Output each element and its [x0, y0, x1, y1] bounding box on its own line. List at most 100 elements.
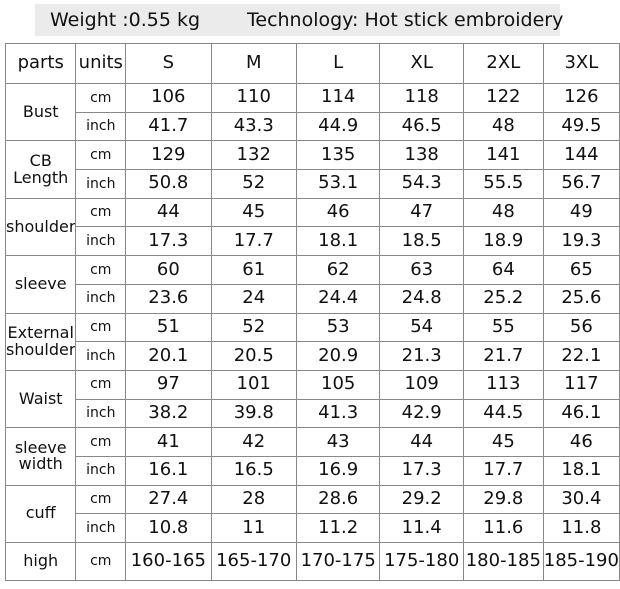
value-cell: 18.1 — [542, 455, 620, 486]
value-cell: 175-180 — [379, 542, 464, 581]
value-cell: 135 — [295, 140, 381, 171]
value-cell: 44 — [125, 197, 212, 228]
unit-cell: cm — [75, 83, 127, 113]
value-cell: 11.8 — [542, 513, 620, 543]
value-cell: 18.9 — [462, 226, 544, 257]
value-cell: 45 — [210, 197, 297, 228]
part-cell: sleeve width — [4, 427, 77, 486]
value-cell: 105 — [295, 369, 381, 400]
value-cell: 56 — [542, 312, 620, 343]
value-cell: 21.7 — [462, 341, 544, 371]
row: inch 20.1 20.5 20.9 21.3 21.7 22.1 — [6, 341, 620, 371]
unit-cell: inch — [75, 341, 127, 371]
value-cell: 49.5 — [542, 111, 620, 142]
value-cell: 54 — [379, 312, 464, 343]
part-cell: Waist — [4, 369, 77, 429]
unit-cell: cm — [75, 140, 127, 171]
value-cell: 63 — [379, 255, 464, 285]
value-cell: 23.6 — [125, 283, 212, 314]
column-header: 2XL — [462, 43, 544, 84]
value-cell: 53.1 — [295, 169, 381, 199]
value-cell: 21.3 — [379, 341, 464, 371]
value-cell: 18.1 — [295, 226, 381, 257]
value-cell: 61 — [210, 255, 297, 285]
value-cell: 52 — [210, 169, 297, 199]
value-cell: 46 — [295, 197, 381, 228]
value-cell: 50.8 — [125, 169, 212, 199]
value-cell: 19.3 — [542, 226, 620, 257]
header-bar: Weight :0.55 kg Technology: Hot stick em… — [35, 4, 563, 36]
unit-cell: cm — [75, 427, 127, 457]
value-cell: 29.8 — [462, 484, 544, 515]
value-cell: 25.6 — [542, 283, 620, 314]
value-cell: 11.2 — [295, 513, 381, 543]
value-cell: 64 — [462, 255, 544, 285]
value-cell: 114 — [295, 83, 381, 113]
value-cell: 51 — [125, 312, 212, 343]
row: Waist cm 97 101 105 109 113 117 — [4, 369, 620, 429]
value-cell: 43 — [295, 427, 381, 457]
value-cell: 126 — [542, 83, 620, 113]
value-cell: 47 — [379, 197, 464, 228]
value-cell: 11 — [210, 513, 297, 543]
column-header: S — [125, 43, 212, 84]
value-cell: 10.8 — [125, 513, 212, 543]
part-cell: high — [4, 542, 77, 581]
row: inch 41.7 43.3 44.9 46.5 48 49.5 — [6, 111, 620, 142]
value-cell: 24.4 — [295, 283, 381, 314]
value-cell: 101 — [210, 369, 297, 400]
value-cell: 41 — [125, 427, 212, 457]
row: shoulder cm 44 45 46 47 48 49 — [4, 197, 620, 257]
value-cell: 117 — [542, 369, 620, 400]
column-header: 3XL — [542, 43, 620, 84]
header-row: parts units S M L XL 2XL 3XL — [4, 43, 620, 84]
row: inch 38.2 39.8 41.3 42.9 44.5 46.1 — [6, 398, 620, 429]
unit-cell: inch — [75, 455, 127, 486]
value-cell: 60 — [125, 255, 212, 285]
value-cell: 17.7 — [462, 455, 544, 486]
value-cell: 44.9 — [295, 111, 381, 142]
value-cell: 17.3 — [125, 226, 212, 257]
value-cell: 49 — [542, 197, 620, 228]
value-cell: 41.3 — [295, 398, 381, 429]
part-cell: sleeve — [4, 255, 77, 314]
value-cell: 97 — [125, 369, 212, 400]
row: cuff cm 27.4 28 28.6 29.2 29.8 30.4 — [4, 484, 620, 544]
row: inch 23.6 24 24.4 24.8 25.2 25.6 — [6, 283, 620, 314]
value-cell: 24.8 — [379, 283, 464, 314]
value-cell: 165-170 — [210, 542, 297, 581]
value-cell: 11.4 — [379, 513, 464, 543]
value-cell: 30.4 — [542, 484, 620, 515]
unit-cell: inch — [75, 283, 127, 314]
value-cell: 29.2 — [379, 484, 464, 515]
row: External shoulder cm 51 52 53 54 55 56 — [4, 312, 620, 371]
value-cell: 55.5 — [462, 169, 544, 199]
value-cell: 53 — [295, 312, 381, 343]
value-cell: 106 — [125, 83, 212, 113]
value-cell: 110 — [210, 83, 297, 113]
value-cell: 17.3 — [379, 455, 464, 486]
part-cell: cuff — [4, 484, 77, 544]
value-cell: 28.6 — [295, 484, 381, 515]
value-cell: 52 — [210, 312, 297, 343]
part-cell: CB Length — [4, 140, 77, 199]
unit-cell: cm — [75, 197, 127, 228]
value-cell: 185-190 — [542, 542, 620, 581]
row: high cm 160-165 165-170 170-175 175-180 180-18… — [4, 542, 620, 581]
value-cell: 20.5 — [210, 341, 297, 371]
value-cell: 138 — [379, 140, 464, 171]
value-cell: 42 — [210, 427, 297, 457]
row: sleeve cm 60 61 62 63 64 65 — [4, 255, 620, 314]
value-cell: 170-175 — [295, 542, 381, 581]
unit-cell: cm — [75, 255, 127, 285]
value-cell: 16.9 — [295, 455, 381, 486]
value-cell: 65 — [542, 255, 620, 285]
unit-cell: cm — [75, 484, 127, 515]
column-header: L — [295, 43, 381, 84]
value-cell: 122 — [462, 83, 544, 113]
unit-cell: cm — [75, 542, 127, 581]
row: inch 50.8 52 53.1 54.3 55.5 56.7 — [6, 169, 620, 199]
column-header: parts — [4, 43, 77, 84]
value-cell: 113 — [462, 369, 544, 400]
value-cell: 54.3 — [379, 169, 464, 199]
